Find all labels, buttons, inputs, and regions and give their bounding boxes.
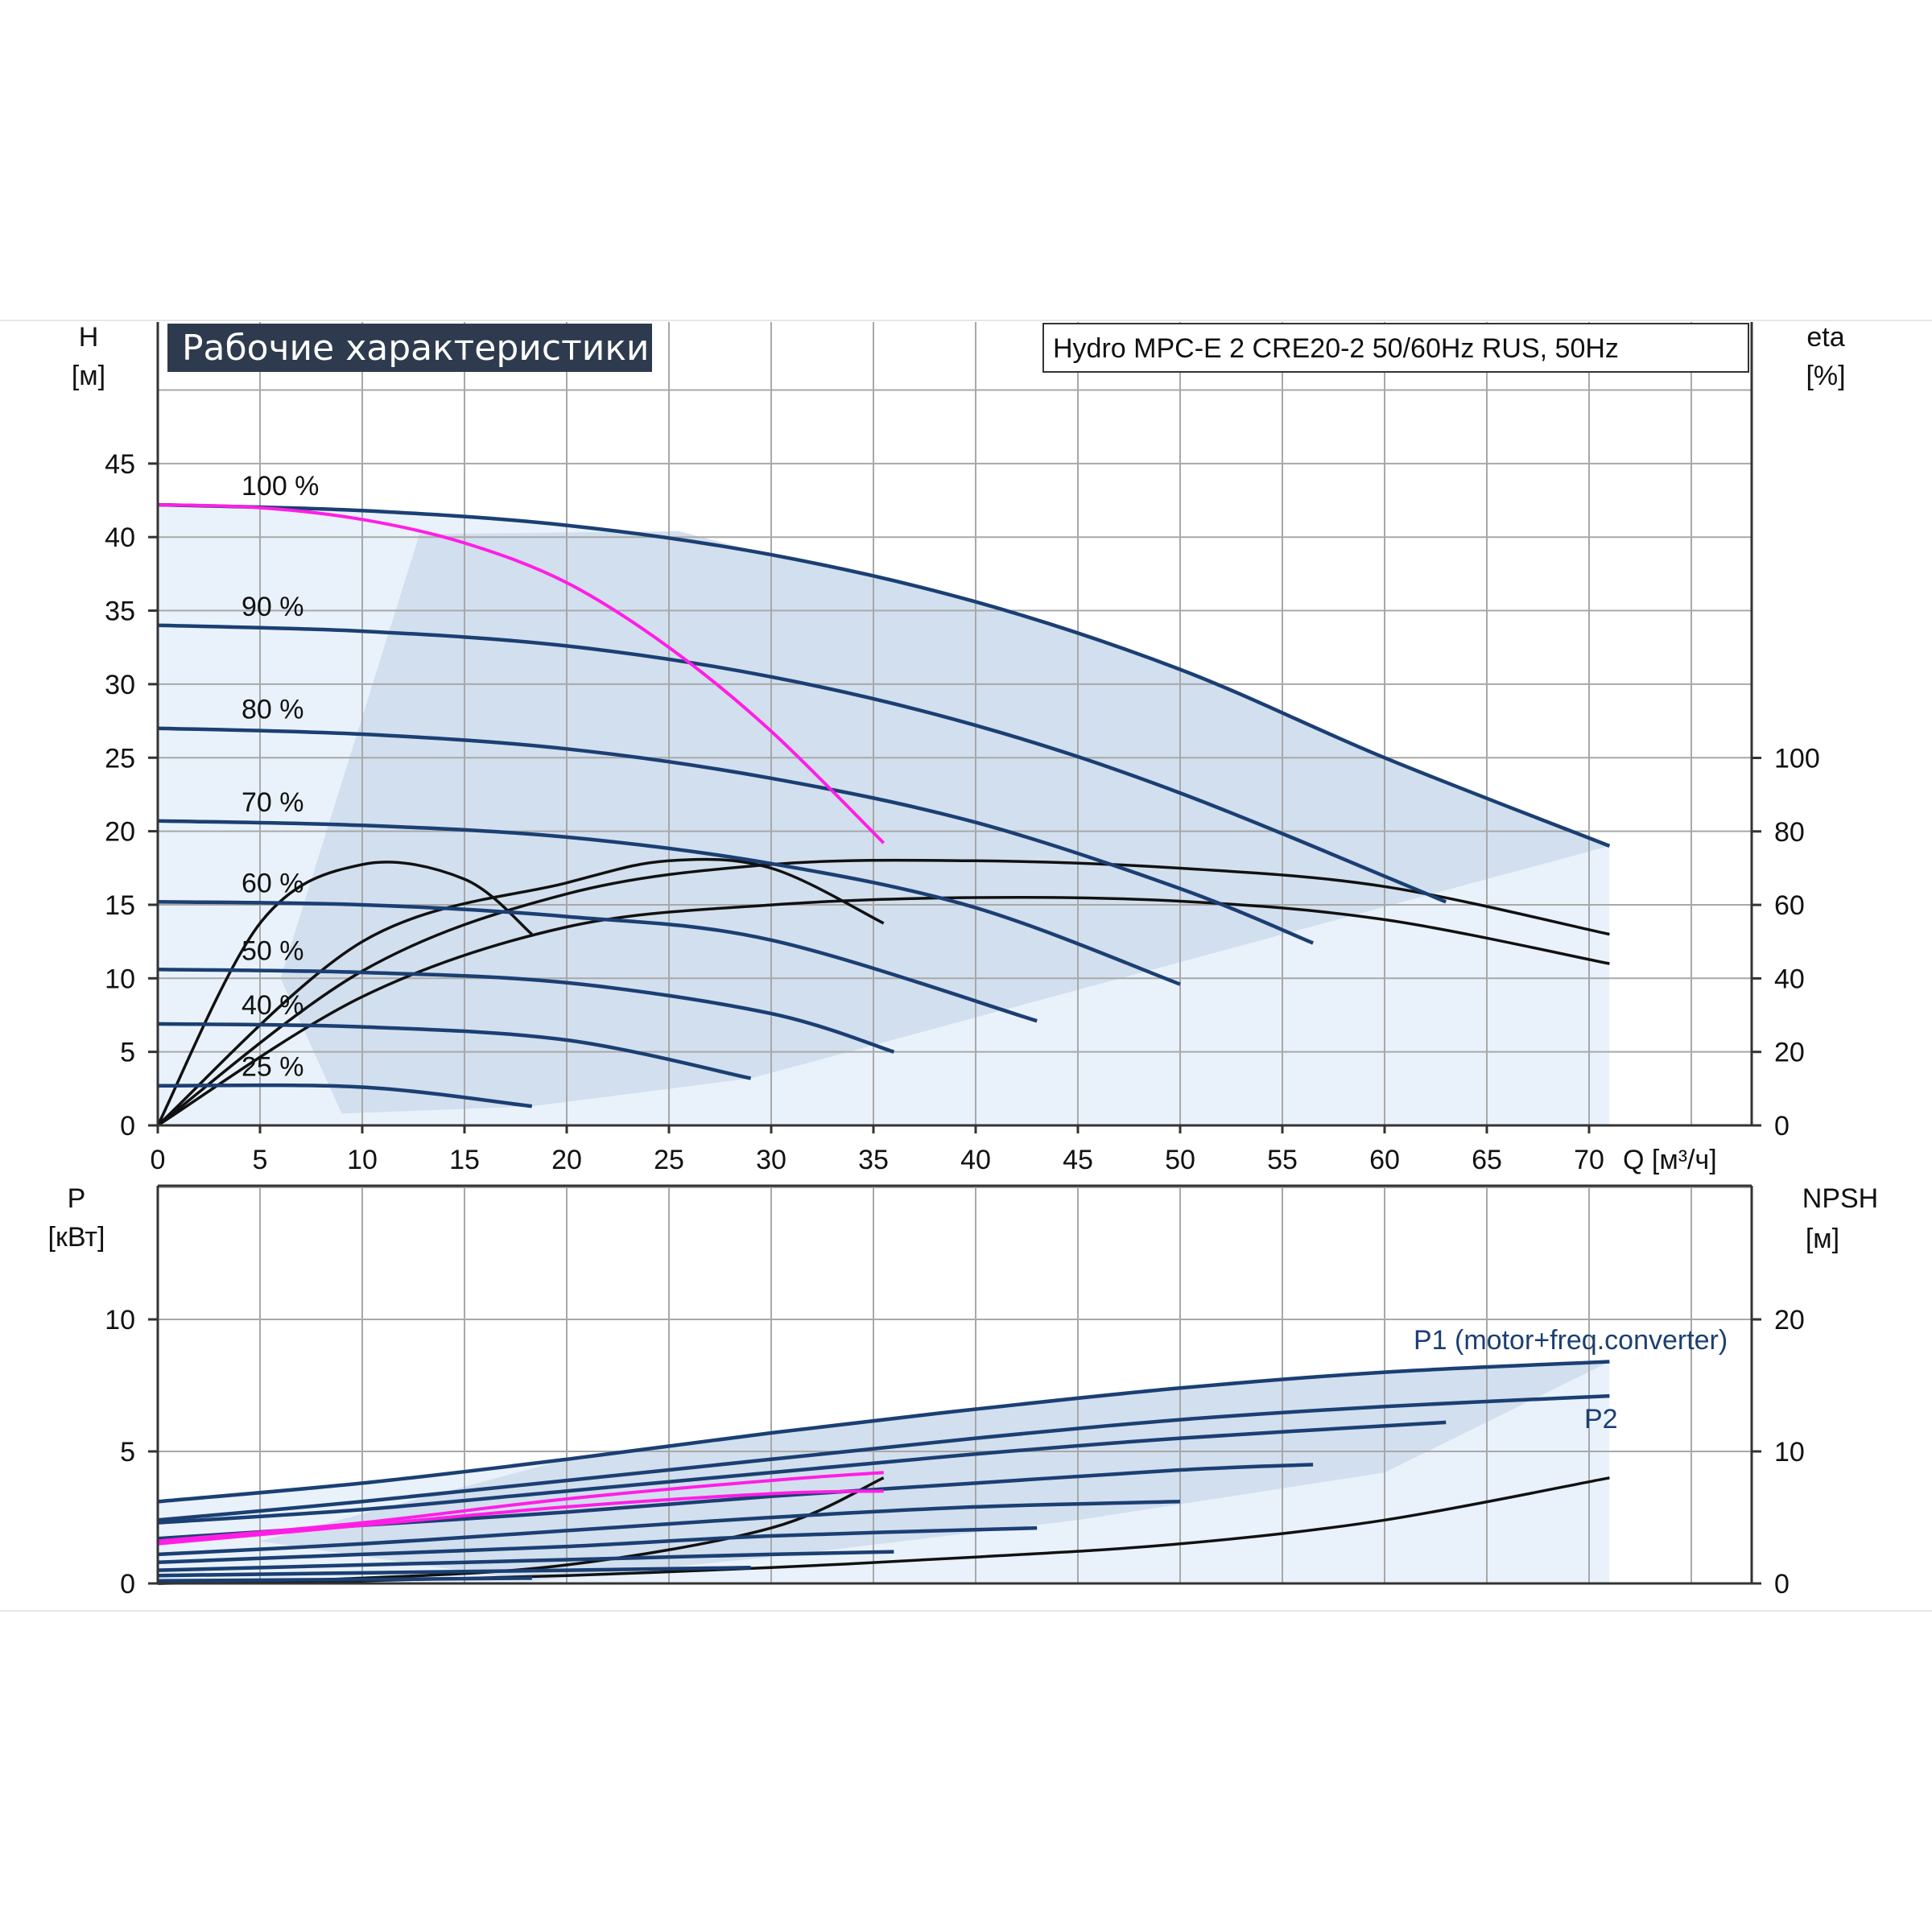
bottom-y-tick-label: 5 [120, 1437, 135, 1468]
head-curve [157, 819, 1181, 986]
top-y-tick-label: 0 [120, 1111, 135, 1141]
top-y-tick-label: 40 [105, 522, 135, 553]
bottom-y-tick-label: 10 [105, 1305, 135, 1335]
top-y-tick-label: 15 [105, 890, 135, 921]
highlight-curve [157, 503, 886, 844]
head-curve [157, 502, 1611, 848]
speed-label: 100 % [242, 471, 319, 502]
power-npsh-plot: 0 5 10 0 10 20 [105, 1184, 1805, 1600]
top-x-tick-label: 50 [1165, 1145, 1195, 1175]
power-curve [157, 1420, 1447, 1525]
top-x-tick-label: 0 [151, 1145, 166, 1175]
p2-label: P2 [1584, 1404, 1618, 1435]
power-curve [157, 1360, 1610, 1504]
top-y-tick-label: 35 [105, 597, 135, 627]
top-x-tick-label: 55 [1267, 1145, 1298, 1175]
speed-label: 40 % [242, 990, 304, 1021]
power-range [260, 1361, 1610, 1581]
bottom-y-tick-label: 0 [120, 1569, 135, 1600]
top-x-tick-label: 20 [551, 1145, 582, 1175]
top-x-tick-label: 60 [1369, 1145, 1400, 1175]
bottom-y2-label: NPSH [1802, 1183, 1878, 1214]
model-box: Hydro MPC-E 2 CRE20-2 50/60Hz RUS, 50Hz [1042, 323, 1749, 373]
top-y-tick-label: 30 [105, 670, 135, 700]
top-y2-tick-label: 100 [1774, 744, 1820, 774]
highlight-power-curve [157, 1471, 884, 1543]
p1-label: P1 (motor+freq.converter) [1414, 1325, 1728, 1356]
power-curve [157, 1550, 894, 1572]
head-curve [157, 1083, 533, 1108]
top-x-tick-label: 65 [1472, 1145, 1502, 1175]
top-x-tick-label: 45 [1063, 1145, 1093, 1175]
top-y2-tick-label: 60 [1774, 890, 1805, 921]
power-curve [157, 1576, 532, 1583]
speed-label: 80 % [242, 695, 304, 725]
bottom-y2-tick-label: 0 [1774, 1569, 1790, 1600]
top-x-tick-label: 5 [253, 1145, 268, 1175]
head-curve [157, 968, 895, 1054]
bottom-y-label: P [68, 1183, 86, 1214]
bottom-y-unit: [кВт] [48, 1222, 105, 1253]
bottom-y2-tick-label: 10 [1774, 1437, 1805, 1468]
top-y2-unit: [%] [1806, 361, 1845, 391]
top-y-tick-label: 20 [105, 817, 135, 848]
top-y-tick-label: 45 [105, 449, 135, 480]
top-y2-tick-label: 0 [1774, 1111, 1790, 1141]
top-x-tick-label: 25 [654, 1145, 684, 1175]
head-curve [157, 726, 1314, 945]
power-curve [157, 1525, 1038, 1565]
top-x-tick-label: 70 [1574, 1145, 1604, 1175]
head-curve [157, 623, 1447, 904]
bottom-y2-unit: [м] [1806, 1224, 1839, 1254]
head-curve [157, 900, 1038, 1023]
speed-label: 90 % [242, 592, 304, 622]
top-x-tick-label: 40 [960, 1145, 991, 1175]
head-efficiency-plot: 100 % 90 % 80 % 70 % 60 % 50 % 40 % 25 % 0 5 10 15… [105, 322, 1820, 1175]
power-curve [157, 1566, 751, 1578]
efficiency-curve [157, 895, 1610, 1127]
speed-label: 70 % [242, 787, 304, 818]
top-y2-label: eta [1806, 322, 1844, 353]
chart-title-box: Рабочие характеристики [167, 324, 652, 372]
power-curve [157, 1500, 1181, 1557]
top-y2-tick-label: 20 [1774, 1038, 1805, 1068]
top-y-tick-label: 10 [105, 964, 135, 994]
efficiency-curve [156, 858, 1610, 1127]
top-x-tick-label: 30 [756, 1145, 786, 1175]
bottom-y2-tick-label: 20 [1774, 1305, 1805, 1335]
highlight-power-curve [157, 1489, 884, 1546]
top-x-label: Q [м³/ч] [1623, 1145, 1717, 1175]
head-curve [157, 1022, 752, 1080]
top-y2-tick-label: 40 [1774, 964, 1805, 994]
efficiency-curve [156, 861, 533, 1126]
top-x-tick-label: 10 [347, 1145, 378, 1175]
top-y-tick-label: 25 [105, 743, 135, 774]
efficiency-curve [156, 857, 885, 1127]
model-name: Hydro MPC-E 2 CRE20-2 50/60Hz RUS, 50Hz [1053, 333, 1619, 364]
power-curve [157, 1393, 1610, 1522]
operating-range [280, 530, 1610, 1114]
speed-label: 50 % [242, 935, 304, 966]
top-y2-tick-label: 80 [1774, 817, 1805, 848]
top-x-tick-label: 35 [858, 1145, 889, 1175]
top-y-unit: [м] [72, 361, 105, 391]
top-y-tick-label: 5 [120, 1038, 135, 1068]
speed-label: 60 % [242, 868, 304, 898]
speed-label: 25 % [242, 1052, 304, 1083]
top-x-tick-label: 15 [449, 1145, 480, 1175]
top-y-label: H [79, 322, 99, 353]
chart-title: Рабочие характеристики [182, 328, 650, 369]
